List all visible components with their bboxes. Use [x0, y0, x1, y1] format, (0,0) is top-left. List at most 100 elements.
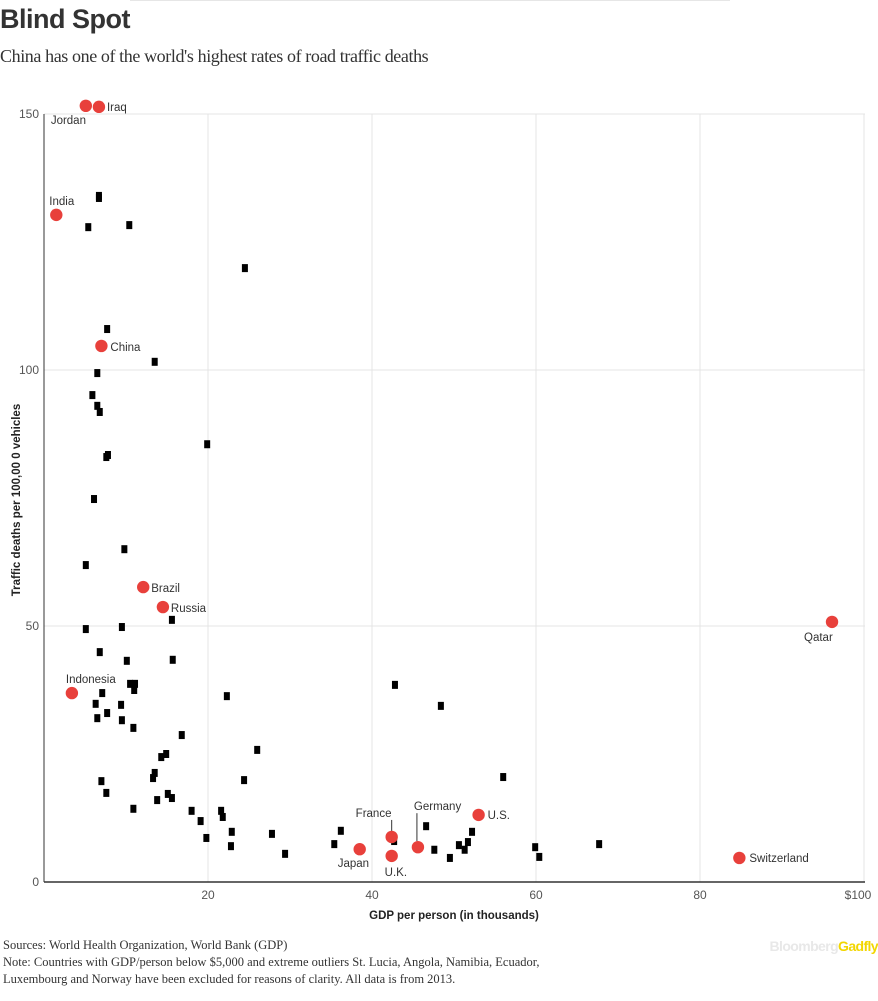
- data-point-square: [228, 827, 235, 836]
- bloomberg-gadfly-logo: BloombergGadfly: [769, 938, 878, 954]
- x-tick-label: $100: [845, 888, 872, 902]
- x-axis-label: GDP per person (in thousands): [369, 910, 539, 922]
- data-point-square: [99, 689, 106, 698]
- data-point-square: [461, 845, 468, 854]
- data-point-square: [241, 264, 248, 273]
- data-point-square: [82, 561, 89, 570]
- point-label: Germany: [414, 801, 462, 813]
- data-point-square: [254, 745, 261, 754]
- data-point-square: [268, 829, 275, 838]
- y-tick-label: 50: [26, 619, 40, 633]
- data-point-square: [85, 223, 92, 232]
- data-point-square: [219, 812, 226, 821]
- point-label: U.S.: [488, 810, 510, 822]
- data-point-indonesia: [65, 686, 79, 700]
- data-point-square: [151, 768, 158, 777]
- data-point-square: [118, 623, 125, 632]
- data-point-brazil: [137, 580, 150, 594]
- x-tick-label: 20: [201, 888, 215, 902]
- data-point-square: [131, 686, 138, 694]
- data-point-square: [132, 679, 139, 688]
- data-point-square: [536, 852, 543, 861]
- data-point-square: [94, 714, 101, 723]
- data-point-square: [331, 840, 338, 849]
- data-point-square: [168, 794, 175, 803]
- point-label: France: [356, 808, 392, 820]
- data-point-square: [437, 701, 444, 710]
- data-point-square: [464, 838, 471, 847]
- point-label: Iraq: [107, 102, 127, 114]
- note: Note: Countries with GDP/person below $5…: [3, 955, 540, 986]
- data-point-square: [241, 776, 248, 785]
- data-point-square: [204, 440, 211, 449]
- data-point-square: [169, 655, 176, 664]
- data-point-square: [178, 731, 185, 740]
- data-point-square: [130, 804, 137, 813]
- data-point-jordan: [79, 99, 93, 113]
- sources: Sources: World Health Organization, Worl…: [3, 938, 288, 952]
- data-point-switzerland: [733, 851, 746, 865]
- data-point-square: [455, 841, 462, 850]
- data-point-square: [89, 391, 96, 400]
- data-point-square: [218, 806, 225, 815]
- data-point-qatar: [825, 615, 839, 629]
- data-point-square: [126, 221, 133, 230]
- data-point-india: [50, 208, 63, 222]
- data-point-us: [472, 808, 485, 822]
- data-point-square: [163, 750, 170, 758]
- point-label: India: [49, 196, 75, 208]
- point-label: Indonesia: [66, 674, 116, 686]
- data-point-japan: [353, 843, 366, 856]
- data-point-square: [337, 826, 344, 835]
- x-tick-label: 40: [365, 888, 379, 902]
- data-point-france: [385, 830, 398, 844]
- data-point-square: [96, 648, 103, 657]
- data-point-square: [121, 545, 128, 554]
- data-point-square: [203, 833, 210, 842]
- data-point-square: [500, 773, 507, 782]
- chart-subtitle: China has one of the world's highest rat…: [0, 46, 429, 66]
- point-label: China: [110, 342, 141, 354]
- data-point-square: [94, 369, 101, 378]
- data-point-square: [92, 699, 99, 708]
- data-point-square: [95, 193, 102, 202]
- data-point-square: [164, 789, 171, 798]
- data-point-square: [423, 822, 430, 831]
- y-tick-label: 100: [19, 363, 39, 377]
- point-label: U.K.: [385, 867, 407, 879]
- data-point-square: [91, 495, 98, 504]
- point-label: Russia: [171, 603, 207, 615]
- top-rule: [130, 0, 730, 1]
- data-point-square: [118, 716, 125, 725]
- point-label: Switzerland: [749, 853, 808, 865]
- x-tick-label: 80: [693, 888, 707, 902]
- y-tick-label: 0: [32, 875, 39, 889]
- data-point-square: [469, 827, 476, 836]
- data-point-square: [98, 777, 105, 786]
- footer: Sources: World Health Organization, Worl…: [3, 937, 603, 988]
- data-point-square: [82, 625, 89, 634]
- data-point-square: [150, 774, 157, 783]
- data-point-square: [103, 788, 110, 797]
- data-point-square: [391, 680, 398, 689]
- point-label: Brazil: [151, 583, 180, 595]
- data-point-square: [130, 723, 137, 732]
- y-tick-label: 150: [19, 107, 39, 121]
- data-point-square: [446, 853, 453, 862]
- data-point-square: [158, 753, 165, 762]
- data-point-square: [118, 700, 125, 709]
- data-point-square: [104, 709, 111, 718]
- data-point-iraq: [92, 100, 106, 114]
- data-point-square: [431, 845, 438, 854]
- data-point-china: [95, 339, 108, 353]
- data-point-square: [94, 401, 101, 410]
- data-point-germany: [411, 840, 425, 854]
- data-point-square: [223, 692, 230, 701]
- data-point-square: [127, 679, 134, 688]
- y-axis-label: Traffic deaths per 100,00 0 vehicles: [11, 404, 23, 596]
- data-point-square: [104, 325, 111, 334]
- data-point-square: [197, 817, 204, 826]
- data-point-square: [151, 357, 158, 366]
- x-tick-label: 60: [529, 888, 543, 902]
